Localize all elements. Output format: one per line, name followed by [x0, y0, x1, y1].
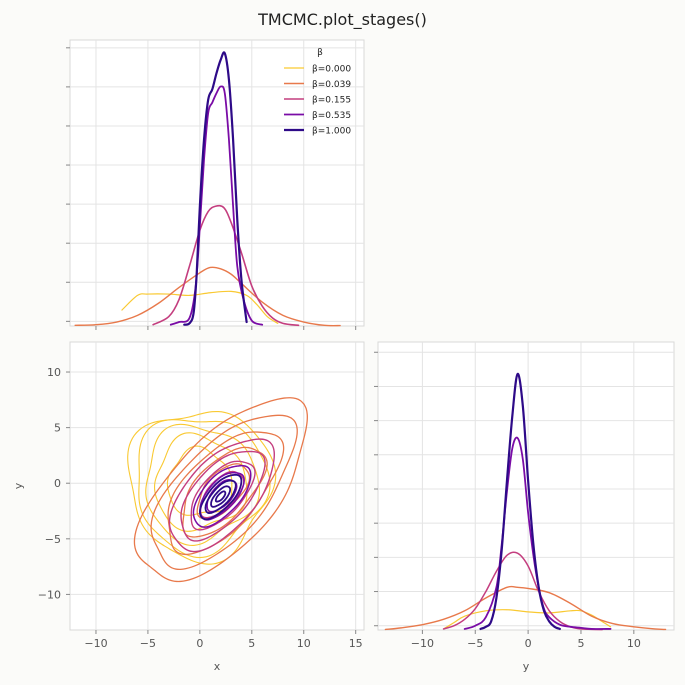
contour-β=1.000 [199, 473, 243, 521]
density-line-β=1.000 [183, 51, 248, 326]
contour-β=1.000 [210, 485, 232, 508]
y-tick-label: −10 [38, 588, 61, 601]
x-tick-label: 5 [248, 637, 255, 650]
x-tick-label: −5 [140, 637, 156, 650]
x-tick-label: −10 [411, 637, 434, 650]
contour-β=0.155 [180, 450, 266, 542]
x-tick-label: 15 [349, 637, 363, 650]
contour-β=0.155 [190, 460, 256, 531]
contour-β=0.039 [150, 414, 298, 571]
y-axis-label: y [12, 482, 25, 489]
x-tick-label: 0 [196, 637, 203, 650]
x-axis-label: y [523, 660, 530, 673]
x-tick-label: 0 [525, 637, 532, 650]
contour-β=0.155 [168, 438, 275, 553]
legend-entry-label: β=0.039 [312, 80, 351, 90]
y-tick-label: 10 [47, 366, 61, 379]
x-tick-label: 10 [627, 637, 641, 650]
legend-entry-label: β=0.000 [312, 65, 351, 75]
y-tick-label: 5 [54, 422, 61, 435]
density-line-β=0.039 [384, 585, 667, 631]
legend-entry-label: β=1.000 [312, 127, 351, 137]
density-line-β=0.039 [74, 266, 341, 327]
x-tick-label: −10 [84, 637, 107, 650]
contour-β=0.000 [138, 419, 271, 559]
contour-β=0.000 [127, 410, 277, 565]
x-tick-label: 5 [577, 637, 584, 650]
figure-title: TMCMC.plot_stages() [257, 10, 427, 30]
y-marginal-panel: −10 −5 0 5 10 y [374, 341, 675, 673]
legend-title: β [317, 48, 323, 58]
legend-entry-label: β=0.155 [312, 96, 351, 106]
contour-β=0.535 [206, 478, 238, 513]
joint-contour-panel: −10 −5 0 5 10 15 −10 −5 0 5 10 x y [12, 341, 365, 673]
x-marginal-panel [66, 39, 365, 330]
contour-β=0.039 [167, 431, 285, 556]
legend: β β=0.000 β=0.039 β=0.155 β=0.535 β=1.000 [284, 48, 351, 137]
contour-β=0.039 [133, 397, 308, 583]
density-line-β=0.000 [442, 609, 612, 630]
x-axis-label: x [214, 660, 221, 673]
x-tick-label: −5 [467, 637, 483, 650]
density-line-β=0.000 [121, 290, 279, 324]
y-tick-label: 0 [54, 477, 61, 490]
legend-entry-label: β=0.535 [312, 111, 351, 121]
density-line-β=0.155 [152, 204, 300, 327]
density-line-β=1.000 [479, 372, 561, 631]
contour-β=1.000 [204, 479, 237, 514]
plot-area [69, 39, 365, 327]
contour-β=0.535 [192, 464, 252, 528]
density-line-β=0.535 [463, 436, 612, 630]
y-tick-label: −5 [45, 533, 61, 546]
contour-β=1.000 [214, 490, 227, 503]
contour-β=0.039 [196, 463, 251, 520]
x-tick-label: 10 [297, 637, 311, 650]
